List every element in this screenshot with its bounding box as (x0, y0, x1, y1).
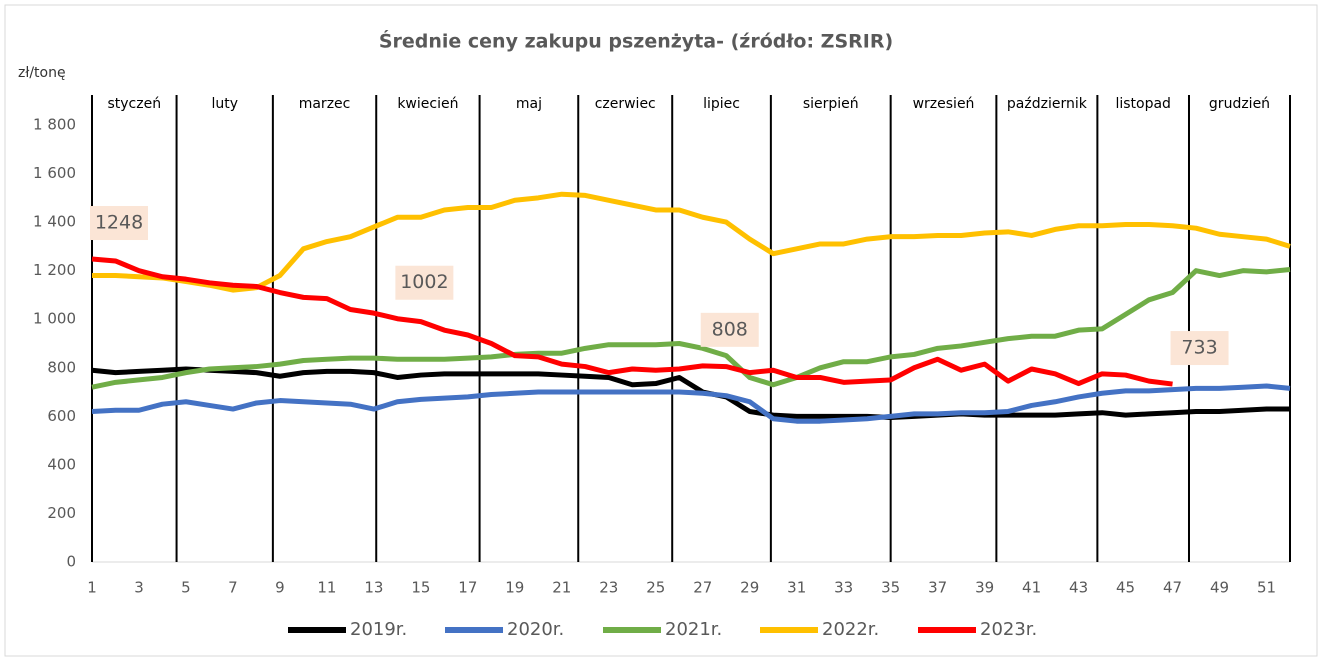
x-tick-label: 15 (411, 579, 430, 597)
x-tick-label: 33 (834, 579, 853, 597)
x-tick-label: 29 (740, 579, 759, 597)
month-label: luty (211, 96, 238, 112)
x-tick-label: 35 (881, 579, 900, 597)
series-line (91, 256, 1173, 387)
x-tick-label: 5 (181, 579, 191, 597)
series-line (91, 383, 1291, 424)
data-label-box (1170, 331, 1229, 366)
month-label: wrzesień (913, 96, 975, 112)
x-tick-label: 3 (134, 579, 144, 597)
x-tick-label: 41 (1022, 579, 1041, 597)
y-tick-label: 1 800 (33, 116, 76, 134)
legend-label: 2020r. (507, 619, 564, 640)
data-label: 1248 (95, 212, 143, 234)
x-tick-label: 11 (317, 579, 336, 597)
y-tick-label: 1 200 (33, 261, 76, 279)
y-tick-label: 1 400 (33, 213, 76, 231)
x-tick-label: 31 (787, 579, 806, 597)
x-tick-label: 51 (1257, 579, 1276, 597)
x-tick-label: 45 (1116, 579, 1135, 597)
series-line (92, 191, 1291, 293)
x-tick-label: 39 (975, 579, 994, 597)
x-tick-label: 7 (228, 579, 238, 597)
legend-label: 2023r. (980, 619, 1037, 640)
y-tick-label: 800 (47, 358, 76, 376)
x-tick-label: 27 (693, 579, 712, 597)
legend-label: 2021r. (665, 619, 722, 640)
month-label: październik (1007, 96, 1088, 112)
x-tick-label: 13 (364, 579, 383, 597)
y-tick-label: 200 (47, 504, 76, 522)
data-label: 808 (712, 318, 748, 340)
series-line (91, 266, 1291, 390)
data-label-box (395, 265, 454, 300)
x-tick-label: 17 (458, 579, 477, 597)
x-tick-label: 49 (1210, 579, 1229, 597)
chart-title: Średnie ceny zakupu pszenżyta- (źródło: … (379, 29, 893, 53)
y-tick-label: 0 (66, 553, 76, 571)
month-label: grudzień (1209, 96, 1270, 112)
x-tick-label: 9 (275, 579, 285, 597)
month-label: styczeń (107, 96, 161, 112)
data-label-box (90, 206, 148, 241)
month-label: kwiecień (397, 96, 458, 112)
legend-label: 2022r. (822, 619, 879, 640)
x-tick-label: 43 (1069, 579, 1088, 597)
y-tick-label: 600 (47, 407, 76, 425)
month-label: listopad (1115, 96, 1170, 112)
x-tick-label: 25 (646, 579, 665, 597)
data-label: 1002 (400, 271, 448, 293)
data-label: 733 (1181, 337, 1217, 359)
y-axis-label: zł/tonę (18, 65, 66, 81)
series-line (91, 366, 1290, 421)
month-label: maj (516, 96, 542, 112)
data-label-box (700, 312, 759, 347)
x-tick-label: 37 (928, 579, 947, 597)
month-label: sierpień (803, 96, 859, 112)
x-tick-label: 1 (87, 579, 97, 597)
month-label: marzec (299, 96, 351, 112)
y-tick-label: 400 (47, 455, 76, 473)
month-label: lipiec (703, 96, 740, 112)
month-label: czerwiec (595, 96, 656, 112)
x-tick-label: 47 (1163, 579, 1182, 597)
x-tick-label: 23 (599, 579, 618, 597)
x-tick-label: 19 (505, 579, 524, 597)
y-tick-label: 1 600 (33, 164, 76, 182)
y-tick-label: 1 000 (33, 310, 76, 328)
legend-label: 2019r. (350, 619, 407, 640)
x-tick-label: 21 (552, 579, 571, 597)
